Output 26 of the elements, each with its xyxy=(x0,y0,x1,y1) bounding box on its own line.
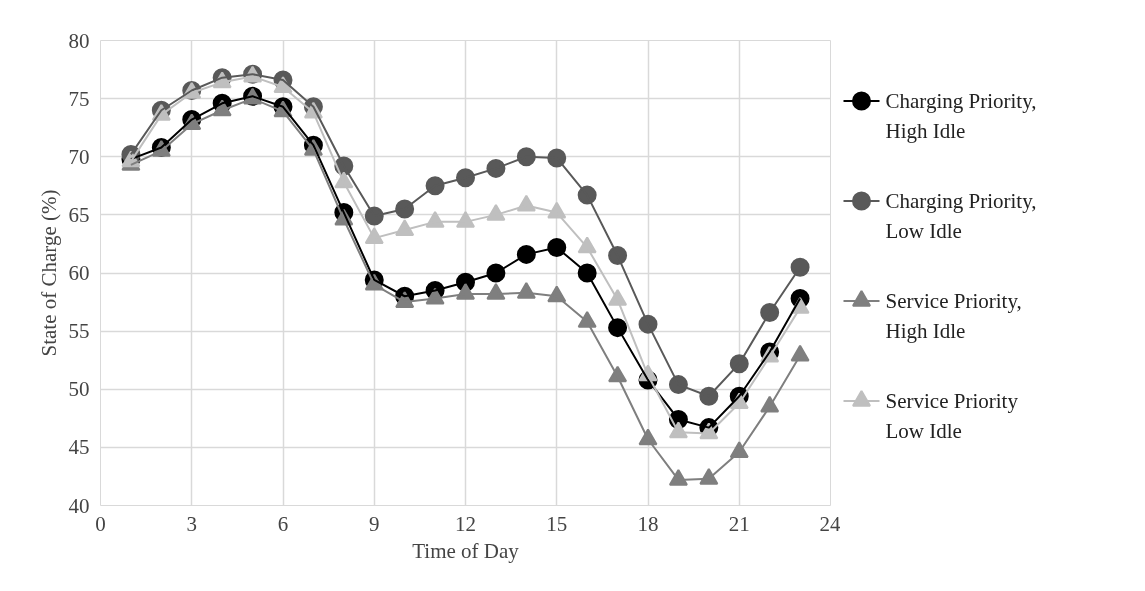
y-tick-label: 45 xyxy=(68,435,90,460)
y-tick-label: 65 xyxy=(68,202,90,227)
legend-label: Charging Priority, High Idle xyxy=(885,88,1037,144)
legend-label: Service Priority, High Idle xyxy=(885,288,1022,344)
x-tick-label: 12 xyxy=(455,511,476,536)
y-tick-label: 75 xyxy=(68,86,90,111)
x-tick-label: 0 xyxy=(95,511,106,536)
x-tick-label: 24 xyxy=(819,511,841,536)
y-axis-title: State of Charge (%) xyxy=(36,189,61,357)
x-tick-label: 18 xyxy=(637,511,659,536)
point xyxy=(790,257,810,277)
x-tick-label: 6 xyxy=(277,511,289,536)
legend-label: Service Priority Low Idle xyxy=(885,388,1019,444)
x-tick-label: 15 xyxy=(546,511,568,536)
legend-label: Charging Priority, Low Idle xyxy=(885,188,1037,244)
x-tick-label: 21 xyxy=(728,511,750,536)
x-tick-label: 3 xyxy=(186,511,197,536)
point xyxy=(790,344,810,362)
y-tick-label: 50 xyxy=(68,377,90,402)
y-tick-label: 70 xyxy=(68,144,90,169)
x-tick-label: 9 xyxy=(369,511,380,536)
y-tick-label: 40 xyxy=(68,493,90,518)
y-tick-label: 80 xyxy=(68,28,90,53)
y-tick-label: 55 xyxy=(68,319,90,344)
x-axis-title: Time of Day xyxy=(412,538,520,563)
y-tick-label: 60 xyxy=(68,261,90,285)
